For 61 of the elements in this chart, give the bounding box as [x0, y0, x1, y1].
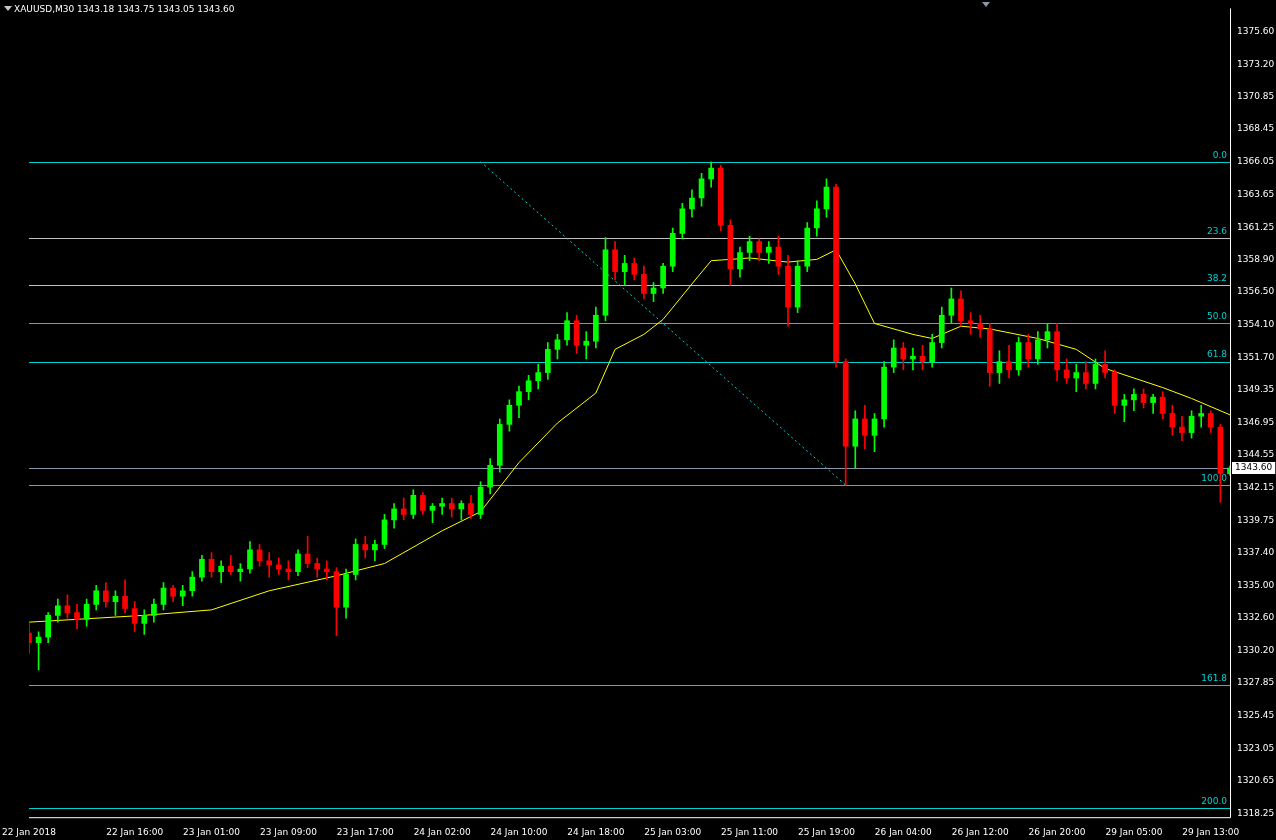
annotation: 0.0	[1212, 149, 1228, 160]
x-tick-label: 23 Jan 09:00	[259, 826, 318, 837]
x-tick-label: 23 Jan 17:00	[336, 826, 395, 837]
chart-title: XAUUSD,M30 1343.18 1343.75 1343.05 1343.60	[14, 3, 235, 14]
x-tick-label: 24 Jan 02:00	[413, 826, 471, 837]
x-tick-label: 22 Jan 16:00	[106, 826, 164, 837]
annotation: 23.6	[1206, 225, 1228, 236]
candlestick	[910, 347, 916, 371]
annotation: 50.0	[1206, 311, 1228, 322]
candlestick	[583, 331, 590, 360]
candlestick	[266, 552, 273, 578]
x-tick-label: 26 Jan 04:00	[874, 826, 933, 837]
candlestick	[1198, 404, 1205, 428]
y-tick-label: 1342.15	[1237, 482, 1275, 493]
y-tick-label: 1361.25	[1237, 221, 1275, 232]
y-tick-label: 1366.05	[1237, 156, 1275, 167]
y-tick-label: 1346.95	[1237, 416, 1275, 427]
x-tick-label: 22 Jan 2018	[2, 826, 57, 837]
x-tick-label: 26 Jan 20:00	[1028, 826, 1086, 837]
y-tick-label: 1356.50	[1237, 286, 1275, 297]
x-tick-label: 25 Jan 03:00	[644, 826, 702, 837]
candlestick	[1179, 415, 1185, 442]
y-tick-label: 1370.85	[1237, 90, 1275, 101]
x-tick-label: 24 Jan 18:00	[567, 826, 625, 837]
x-tick-label: 26 Jan 12:00	[951, 826, 1009, 837]
x-tick-label: 29 Jan 05:00	[1105, 826, 1163, 837]
y-tick-label: 1349.35	[1237, 383, 1275, 394]
y-tick-label: 1339.75	[1237, 514, 1275, 525]
x-tick-label: 25 Jan 19:00	[797, 826, 856, 837]
annotation: 61.8	[1206, 349, 1228, 360]
y-tick-label: 1375.60	[1237, 25, 1275, 36]
annotation: 38.2	[1206, 273, 1227, 284]
candlestick	[439, 497, 445, 515]
y-tick-label: 1337.40	[1237, 546, 1275, 557]
y-tick-label: 1358.90	[1237, 253, 1275, 264]
candlestick	[1073, 364, 1080, 392]
x-tick-label: 25 Jan 11:00	[721, 826, 779, 837]
y-tick-label: 1323.05	[1237, 742, 1275, 753]
y-tick-label: 1368.45	[1237, 123, 1275, 134]
candlestick	[324, 560, 330, 581]
y-tick-label: 1373.20	[1237, 58, 1275, 69]
candlestick	[765, 241, 772, 264]
y-tick-label: 1325.45	[1237, 709, 1275, 720]
y-tick-label: 1363.65	[1237, 188, 1275, 199]
y-tick-label: 1318.25	[1237, 808, 1275, 819]
candlestick	[1121, 394, 1128, 422]
y-tick-label: 1332.60	[1237, 612, 1275, 623]
annotation: 200.0	[1201, 796, 1228, 807]
y-tick-label: 1330.20	[1237, 645, 1275, 656]
y-tick-label: 1351.70	[1237, 351, 1275, 362]
y-tick-label: 1335.00	[1237, 579, 1275, 590]
x-tick-label: 24 Jan 10:00	[490, 826, 548, 837]
x-tick-label: 23 Jan 01:00	[183, 826, 241, 837]
ref-line-label: 1343.60	[1235, 462, 1273, 473]
y-tick-label: 1344.55	[1237, 449, 1275, 460]
y-tick-label: 1320.65	[1237, 775, 1275, 786]
y-tick-label: 1327.85	[1237, 677, 1275, 688]
x-tick-label: 29 Jan 13:00	[1182, 826, 1240, 837]
annotation: 161.8	[1201, 672, 1228, 683]
y-tick-label: 1354.10	[1237, 319, 1275, 330]
candlestick	[218, 560, 224, 583]
